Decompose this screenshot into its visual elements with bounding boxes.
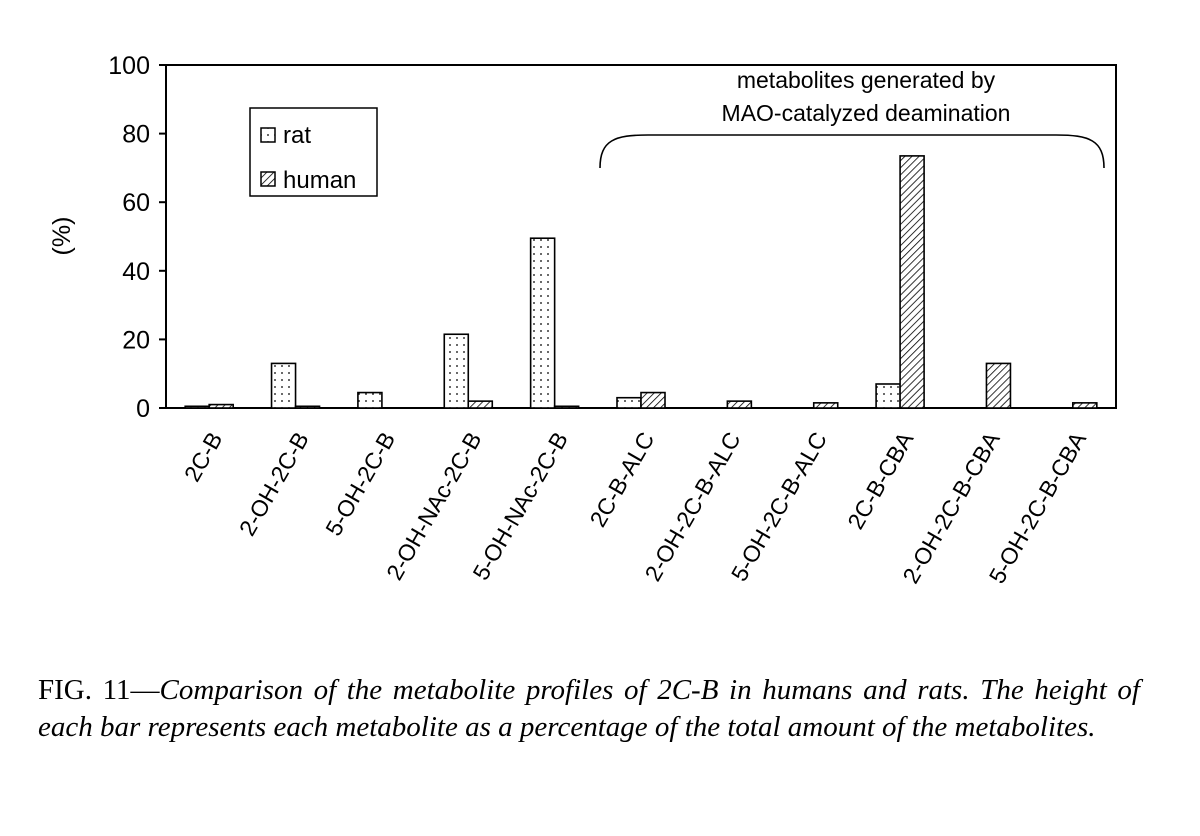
annotation: metabolites generated by MAO-catalyzed d… xyxy=(599,67,1105,169)
legend: rat human xyxy=(249,107,378,197)
y-axis-label: (%) xyxy=(48,217,76,256)
bars xyxy=(184,155,1098,409)
x-tick-label: 5-OH-2C-B-CBA xyxy=(984,427,1092,588)
bar-human xyxy=(294,405,321,409)
bar-human xyxy=(553,405,580,409)
annotation-bracket xyxy=(599,134,1105,169)
y-tick-label: 100 xyxy=(108,52,150,80)
x-tick-label: 2C-B xyxy=(179,428,228,486)
bar-rat xyxy=(875,383,901,409)
legend-label-rat: rat xyxy=(283,122,311,149)
bar-human xyxy=(640,391,666,409)
legend-label-human: human xyxy=(283,167,356,194)
x-tick-label: 2C-B-CBA xyxy=(842,427,919,534)
figure-caption: FIG. 11—Comparison of the metabolite pro… xyxy=(38,672,1140,746)
bar-human xyxy=(812,402,839,409)
y-tick-label: 0 xyxy=(136,395,150,423)
bar-human xyxy=(726,400,753,409)
legend-swatch-rat xyxy=(260,127,276,143)
x-tick-label: 2-OH-2C-B xyxy=(234,428,314,541)
bar-human xyxy=(208,403,234,409)
bar-rat xyxy=(184,405,210,409)
y-tick-label: 60 xyxy=(122,189,150,217)
annotation-line-2: MAO-catalyzed deamination xyxy=(722,100,1011,126)
x-tick-label: 2-OH-NAc-2C-B xyxy=(381,428,487,585)
bar-rat xyxy=(270,362,297,409)
caption-lead: FIG. 11— xyxy=(38,674,160,706)
bar-rat xyxy=(616,396,642,409)
bar-human xyxy=(985,362,1012,409)
bar-human xyxy=(467,400,494,409)
caption-body: Comparison of the metabolite profiles of… xyxy=(38,674,1140,743)
x-tick-label: 5-OH-2C-B xyxy=(320,428,400,541)
x-tick-label: 5-OH-NAc-2C-B xyxy=(467,428,573,585)
y-tick-label: 40 xyxy=(122,258,150,286)
y-tick-label: 20 xyxy=(122,326,150,354)
y-axis: 0 20 40 60 80 100 xyxy=(108,52,166,423)
x-tick-label: 2-OH-2C-B-ALC xyxy=(639,428,745,586)
x-axis: 2C-B 2-OH-2C-B 5-OH-2C-B2-OH-NAc-2C-B5-OH-… xyxy=(179,427,1092,588)
bar-human xyxy=(899,155,925,409)
bar-rat xyxy=(443,333,470,409)
y-tick-label: 80 xyxy=(122,121,150,149)
annotation-line-1: metabolites generated by xyxy=(737,67,996,93)
bar-rat xyxy=(529,237,556,409)
bar-human xyxy=(1072,402,1098,409)
legend-swatch-human xyxy=(260,171,276,187)
bar-rat xyxy=(357,391,383,409)
x-tick-label: 2C-B-ALC xyxy=(584,428,659,532)
x-tick-label: 5-OH-2C-B-ALC xyxy=(726,428,832,586)
